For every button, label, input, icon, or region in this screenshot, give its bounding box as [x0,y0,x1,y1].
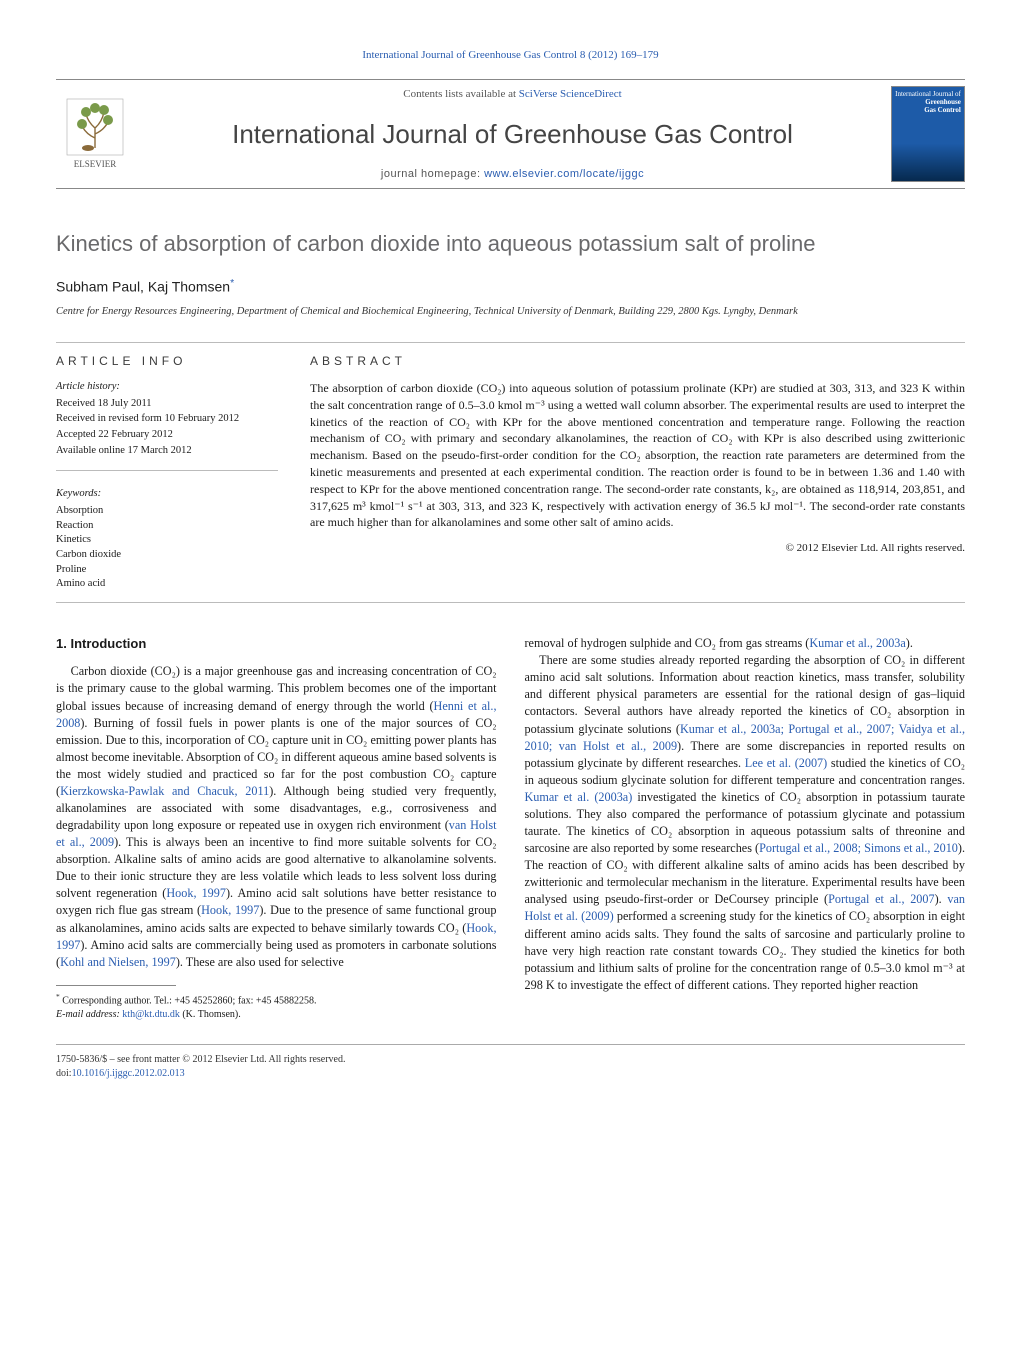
abstract-text: The absorption of carbon dioxide (CO₂) i… [310,380,965,531]
masthead-center: Contents lists available at SciVerse Sci… [144,87,881,182]
page: International Journal of Greenhouse Gas … [0,0,1021,1129]
elsevier-tree-icon [66,98,124,156]
author-names: Subham Paul, Kaj Thomsen [56,279,230,295]
history-item: Received 18 July 2011 [56,397,278,412]
body-paragraph: Carbon dioxide (CO₂) is a major greenhou… [56,663,497,970]
doi-line: doi:10.1016/j.ijggc.2012.02.013 [56,1067,965,1081]
body-paragraph-continued: removal of hydrogen sulphide and CO₂ fro… [525,635,966,652]
abstract-column: abstract The absorption of carbon dioxid… [310,342,965,602]
publisher-logo: ELSEVIER [56,91,134,177]
keyword: Proline [56,563,278,578]
article-title: Kinetics of absorption of carbon dioxide… [56,229,965,260]
citation[interactable]: Kierzkowska-Pawlak and Chacuk, 2011 [60,784,269,798]
homepage-prefix: journal homepage: [381,168,484,180]
email-footnote: E-mail address: kth@kt.dtu.dk (K. Thomse… [56,1008,497,1022]
homepage-link[interactable]: www.elsevier.com/locate/ijggc [484,168,644,180]
history-item: Accepted 22 February 2012 [56,428,278,443]
footnote-block: * Corresponding author. Tel.: +45 452528… [56,992,497,1022]
section-heading: 1. Introduction [56,635,497,653]
citation[interactable]: Portugal et al., 2007 [828,892,934,906]
body-paragraph: There are some studies already reported … [525,652,966,994]
citation[interactable]: Lee et al. (2007) [745,756,827,770]
publisher-name: ELSEVIER [74,158,117,171]
divider [56,470,278,471]
affiliation: Centre for Energy Resources Engineering,… [56,305,965,320]
doi-link[interactable]: 10.1016/j.ijggc.2012.02.013 [72,1068,185,1079]
citation[interactable]: Kumar et al., 2003a [809,636,905,650]
abstract-copyright: © 2012 Elsevier Ltd. All rights reserved… [310,541,965,556]
keyword: Amino acid [56,577,278,592]
keywords-heading: Keywords: [56,487,278,502]
cover-line-3: Gas Control [895,107,961,115]
keyword: Absorption [56,504,278,519]
citation[interactable]: Portugal et al., 2008; Simons et al., 20… [759,841,958,855]
corr-author-footnote: * Corresponding author. Tel.: +45 452528… [56,992,497,1008]
contents-prefix: Contents lists available at [403,88,518,100]
citation[interactable]: Hook, 1997 [201,903,259,917]
history-list: Received 18 July 2011 Received in revise… [56,397,278,459]
page-footer: 1750-5836/$ – see front matter © 2012 El… [56,1044,965,1081]
keywords-list: Absorption Reaction Kinetics Carbon diox… [56,504,278,592]
article-info-column: article info Article history: Received 1… [56,342,282,602]
article-info-heading: article info [56,353,278,370]
keyword: Kinetics [56,533,278,548]
keyword: Carbon dioxide [56,548,278,563]
history-heading: Article history: [56,380,278,395]
masthead: ELSEVIER Contents lists available at Sci… [56,79,965,189]
journal-reference: International Journal of Greenhouse Gas … [56,48,965,63]
history-item: Available online 17 March 2012 [56,444,278,459]
footnote-rule [56,985,176,986]
citation[interactable]: Hook, 1997 [166,886,226,900]
journal-homepage: journal homepage: www.elsevier.com/locat… [144,167,881,182]
history-item: Received in revised form 10 February 201… [56,412,278,427]
sciencedirect-link[interactable]: SciVerse ScienceDirect [519,88,622,100]
article-meta-row: article info Article history: Received 1… [56,342,965,603]
journal-title: International Journal of Greenhouse Gas … [144,116,881,152]
corr-email-link[interactable]: kth@kt.dtu.dk [122,1009,180,1020]
authors: Subham Paul, Kaj Thomsen* [56,276,965,297]
journal-cover-thumb: International Journal of Greenhouse Gas … [891,86,965,182]
corr-marker: * [230,277,234,289]
front-matter-line: 1750-5836/$ – see front matter © 2012 El… [56,1053,965,1067]
keyword: Reaction [56,519,278,534]
citation[interactable]: Kohl and Nielsen, 1997 [60,955,176,969]
citation[interactable]: Kumar et al. (2003a) [525,790,633,804]
contents-line: Contents lists available at SciVerse Sci… [144,87,881,102]
abstract-heading: abstract [310,353,965,370]
body-two-column: 1. Introduction Carbon dioxide (CO₂) is … [56,635,965,1022]
